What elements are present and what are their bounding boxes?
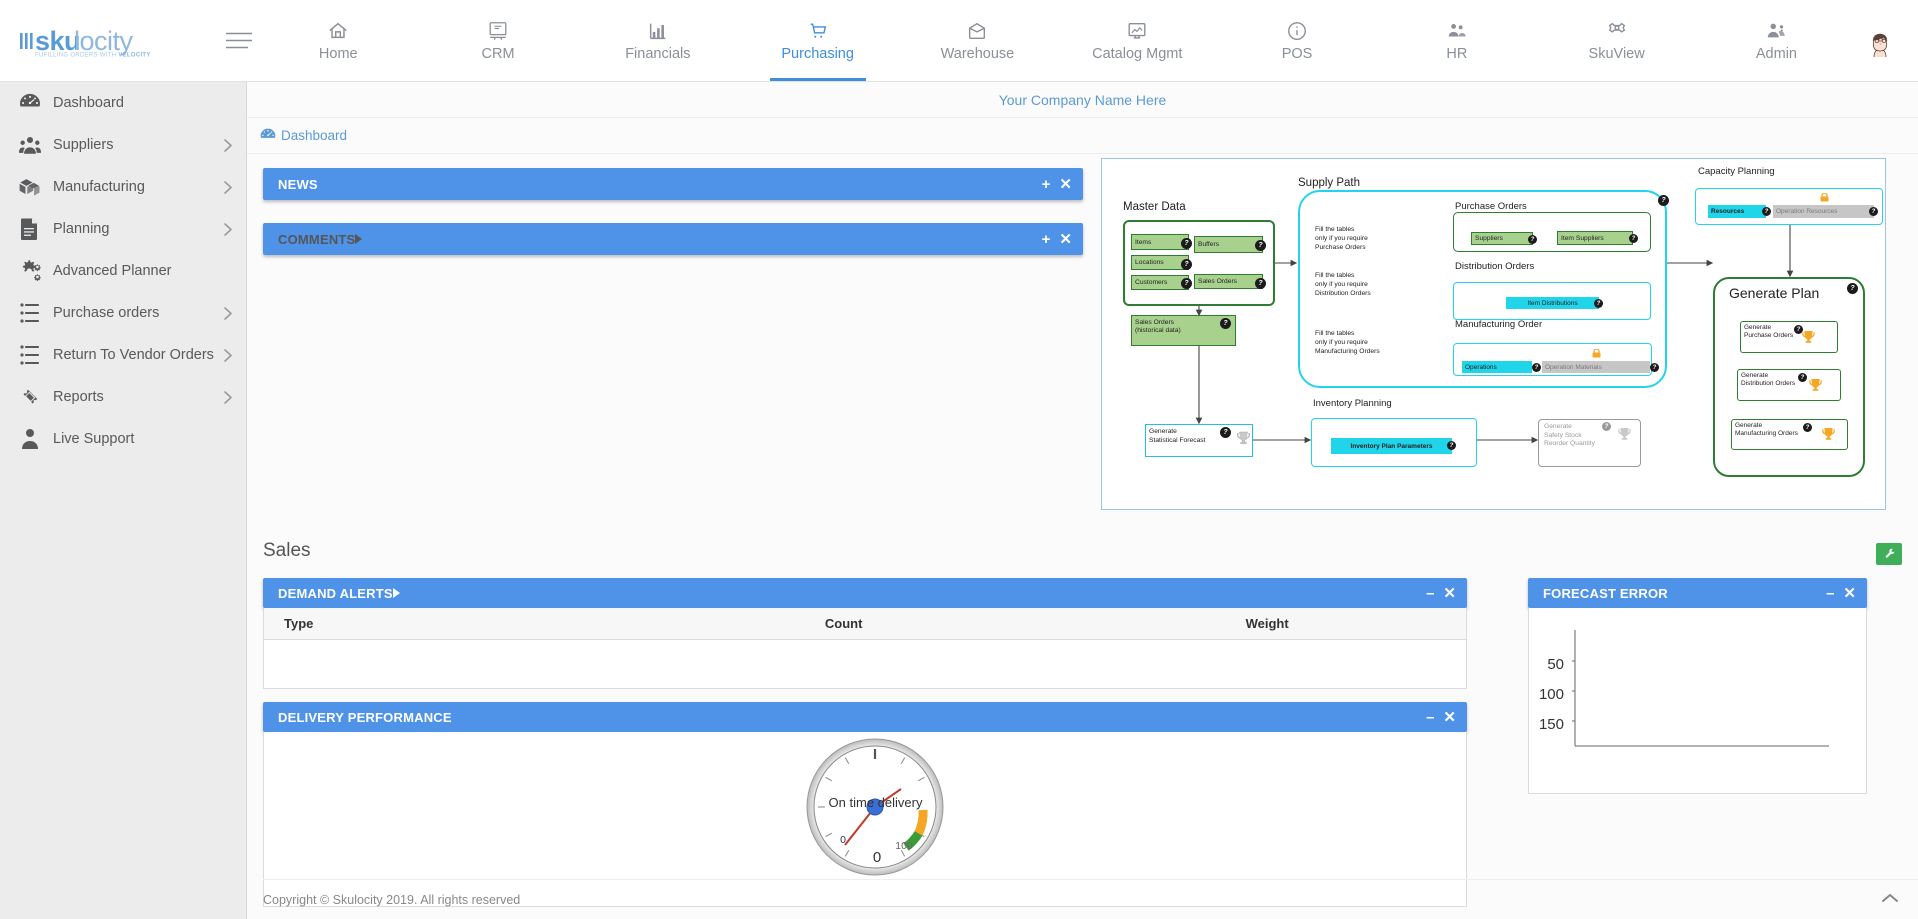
svg-text:locity: locity <box>74 26 134 56</box>
svg-text:FUFILLING ORDERS WITH VELOCITY: FUFILLING ORDERS WITH VELOCITY <box>35 52 151 58</box>
